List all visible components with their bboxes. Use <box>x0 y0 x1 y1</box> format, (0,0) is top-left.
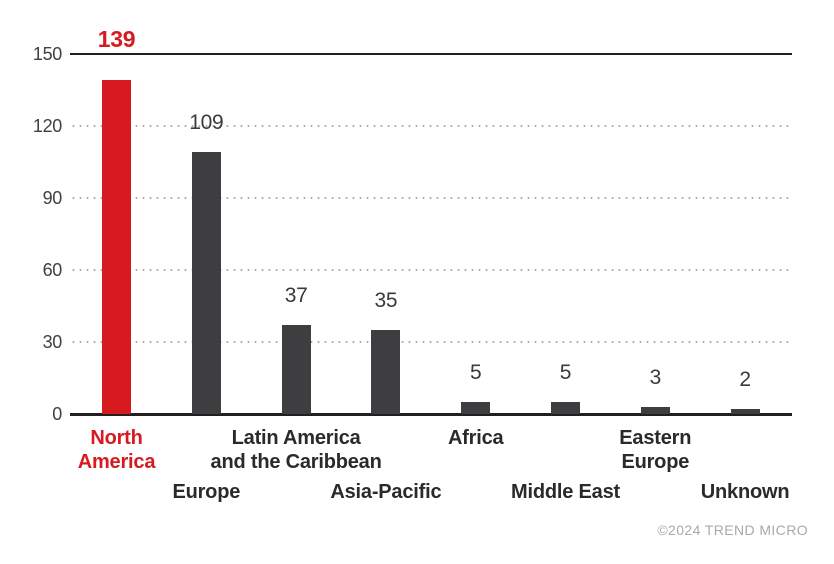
gridline-120 <box>70 125 792 127</box>
x-axis-category-label: Middle East <box>511 481 620 503</box>
gridline-60 <box>70 269 792 271</box>
y-axis-tick-label: 90 <box>42 188 63 208</box>
gridline-30 <box>70 341 792 343</box>
bar-value-label: 3 <box>649 365 662 389</box>
bar-asia-pacific <box>371 330 401 414</box>
bar-value-label: 37 <box>284 284 308 308</box>
y-axis-tick-label: 120 <box>32 116 62 136</box>
bar-north-america <box>102 80 131 414</box>
bar-value-label: 109 <box>189 111 224 135</box>
bar-value-label: 5 <box>559 361 572 384</box>
x-axis-category-label: Asia-Pacific <box>330 481 442 503</box>
bar-eastern-europe <box>640 406 670 414</box>
x-axis-category-label: Unknown <box>700 481 790 503</box>
bar-europe <box>191 152 221 414</box>
bar-africa <box>461 402 491 414</box>
bar-middle-east <box>551 402 580 414</box>
x-axis-category-label: Eastern Europe <box>619 427 692 473</box>
y-axis-tick-label: 0 <box>52 404 62 424</box>
x-axis-category-label: North America <box>77 427 156 473</box>
x-axis-category-label: Africa <box>447 427 504 449</box>
x-axis-line <box>70 413 792 416</box>
bar-value-label: 35 <box>374 289 398 312</box>
bar-value-label: 5 <box>469 361 482 384</box>
x-axis-category-label: Europe <box>172 481 241 503</box>
x-axis-category-label: Latin America and the Caribbean <box>210 427 382 473</box>
copyright-text: ©2024 TREND MICRO <box>657 522 808 538</box>
y-axis-tick-label: 60 <box>42 260 63 280</box>
bar-latin-america-and-the-caribbean <box>281 325 311 414</box>
bar-value-label: 2 <box>739 368 751 392</box>
bar-unknown <box>730 409 760 414</box>
bar-value-label: 139 <box>97 26 136 52</box>
gridline-150 <box>70 53 792 55</box>
gridline-90 <box>70 197 792 199</box>
y-axis-tick-label: 150 <box>32 44 62 64</box>
y-axis-tick-label: 30 <box>42 332 63 352</box>
